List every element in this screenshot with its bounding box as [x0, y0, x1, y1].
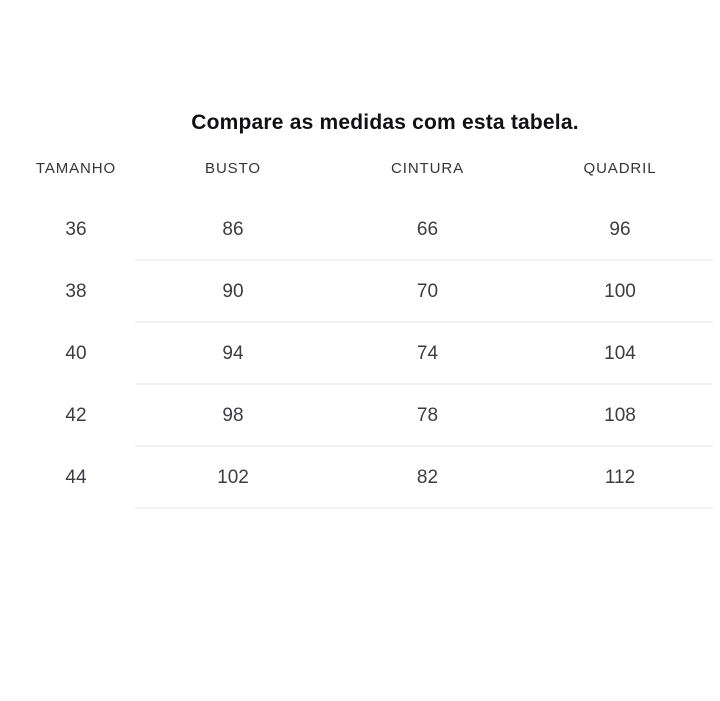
cell-tamanho: 40 [65, 343, 87, 364]
cell-cintura: 70 [416, 281, 439, 302]
cell-quadril: 104 [604, 343, 636, 364]
table-row: 44 102 82 112 [0, 447, 720, 509]
cell-busto: 98 [222, 405, 244, 426]
cell-quadril: 96 [609, 219, 631, 240]
cell-cintura: 78 [416, 405, 439, 426]
size-table: TAMANHO BUSTO CINTURA QUADRIL 36 86 66 9… [0, 137, 720, 509]
cell-quadril: 100 [604, 281, 636, 302]
cell-tamanho: 42 [65, 405, 87, 426]
cell-cintura: 74 [416, 343, 439, 364]
table-header-row: TAMANHO BUSTO CINTURA QUADRIL [0, 137, 720, 199]
column-header-cintura: CINTURA [391, 159, 464, 177]
cell-busto: 102 [217, 467, 249, 488]
page-title: Compare as medidas com esta tabela. [191, 111, 579, 134]
column-header-busto: BUSTO [205, 159, 261, 177]
column-header-tamanho: TAMANHO [35, 159, 117, 177]
cell-tamanho: 36 [65, 219, 87, 240]
table-row: 38 90 70 100 [0, 261, 720, 323]
cell-busto: 86 [222, 219, 244, 240]
size-guide-page: Compare as medidas com esta tabela. TAMA… [0, 110, 720, 701]
cell-quadril: 112 [604, 467, 636, 488]
table-row: 42 98 78 108 [0, 385, 720, 447]
cell-quadril: 108 [604, 405, 636, 426]
cell-tamanho: 38 [65, 281, 87, 302]
cell-cintura: 82 [416, 467, 439, 488]
cell-cintura: 66 [416, 219, 439, 240]
cell-busto: 94 [222, 343, 244, 364]
table-row: 36 86 66 96 [0, 199, 720, 261]
column-header-quadril: QUADRIL [583, 159, 657, 177]
table-row: 40 94 74 104 [0, 323, 720, 385]
cell-busto: 90 [222, 281, 244, 302]
cell-tamanho: 44 [65, 467, 87, 488]
